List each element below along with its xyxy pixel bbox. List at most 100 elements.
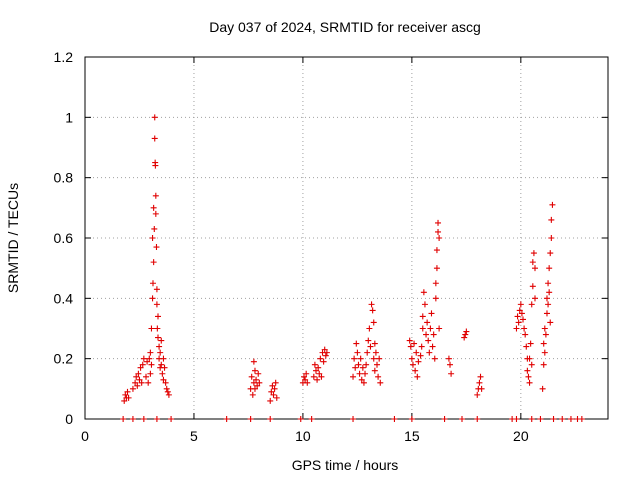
- data-point: [312, 367, 319, 374]
- data-point: [155, 313, 162, 320]
- zero-data-point: [247, 416, 254, 422]
- data-point: [377, 379, 384, 386]
- zero-data-point: [223, 416, 230, 422]
- data-point: [529, 283, 536, 290]
- data-point: [531, 265, 538, 272]
- data-point: [357, 355, 364, 362]
- data-point: [417, 352, 424, 359]
- data-point: [461, 334, 468, 341]
- data-point: [356, 370, 363, 377]
- data-point: [414, 373, 421, 380]
- data-point: [158, 361, 165, 368]
- data-point: [154, 325, 161, 332]
- data-point: [515, 319, 522, 326]
- zero-data-point: [528, 416, 535, 422]
- data-point: [433, 247, 440, 254]
- data-point: [159, 370, 166, 377]
- data-point: [547, 319, 554, 326]
- x-tick-label: 20: [513, 428, 529, 444]
- zero-data-point: [513, 416, 520, 422]
- zero-data-point: [120, 416, 127, 422]
- data-point: [152, 162, 159, 169]
- x-tick-label: 5: [190, 428, 198, 444]
- data-point: [360, 379, 367, 386]
- zero-data-point: [578, 416, 585, 422]
- data-point: [147, 370, 154, 377]
- data-point: [144, 358, 151, 365]
- data-point: [145, 379, 152, 386]
- data-point: [160, 355, 167, 362]
- data-point: [376, 355, 383, 362]
- data-point: [149, 280, 156, 287]
- y-tick-label: 0.2: [54, 351, 74, 367]
- zero-data-point: [567, 416, 574, 422]
- data-point: [162, 379, 169, 386]
- data-point: [540, 340, 547, 347]
- data-point: [148, 325, 155, 332]
- data-point: [163, 385, 170, 392]
- data-point: [362, 370, 369, 377]
- zero-data-point: [308, 416, 315, 422]
- data-point: [314, 376, 321, 383]
- x-tick-label: 15: [404, 428, 420, 444]
- data-point: [164, 388, 171, 395]
- data-point: [546, 265, 553, 272]
- data-point: [320, 358, 327, 365]
- data-point: [301, 373, 308, 380]
- data-point: [415, 358, 422, 365]
- data-point: [462, 331, 469, 338]
- data-point: [359, 364, 366, 371]
- data-point: [363, 361, 370, 368]
- data-point: [408, 355, 415, 362]
- data-point: [371, 367, 378, 374]
- data-point: [429, 343, 436, 350]
- data-point: [158, 337, 165, 344]
- data-point: [318, 373, 325, 380]
- data-point: [350, 373, 357, 380]
- data-point: [254, 382, 261, 389]
- grid-lines: [85, 57, 608, 419]
- data-point: [448, 370, 455, 377]
- data-point: [156, 343, 163, 350]
- data-point: [436, 325, 443, 332]
- data-point: [541, 349, 548, 356]
- data-point: [150, 259, 157, 266]
- y-axis-ticks: 0 0.2 0.4 0.6 0.8 1 1.2: [54, 49, 608, 427]
- data-point: [273, 394, 280, 401]
- data-point: [271, 385, 278, 392]
- data-point: [372, 349, 379, 356]
- data-point: [136, 376, 143, 383]
- data-point: [370, 355, 377, 362]
- y-tick-label: 0.6: [54, 230, 74, 246]
- data-point: [270, 391, 277, 398]
- data-point: [435, 228, 442, 235]
- data-point: [425, 337, 432, 344]
- data-point: [146, 355, 153, 362]
- data-point: [132, 379, 139, 386]
- data-point: [375, 373, 382, 380]
- zero-data-point: [350, 416, 357, 422]
- data-point: [528, 361, 535, 368]
- data-point: [514, 313, 521, 320]
- data-point: [548, 235, 555, 241]
- data-point: [412, 367, 419, 374]
- data-point: [353, 340, 360, 347]
- data-point: [151, 135, 158, 142]
- data-point: [323, 349, 330, 356]
- data-point: [354, 349, 361, 356]
- data-point: [436, 235, 443, 241]
- data-point: [418, 343, 425, 350]
- data-point: [364, 349, 371, 356]
- data-point: [409, 361, 416, 368]
- data-point: [165, 391, 172, 398]
- data-point: [478, 385, 485, 392]
- data-point: [447, 361, 454, 368]
- data-point: [542, 331, 549, 338]
- y-tick-label: 0.4: [54, 290, 74, 306]
- data-point: [138, 379, 145, 386]
- data-point: [310, 373, 317, 380]
- data-point: [513, 325, 520, 332]
- data-point: [250, 379, 257, 386]
- data-point: [151, 225, 158, 232]
- zero-data-point: [168, 416, 175, 422]
